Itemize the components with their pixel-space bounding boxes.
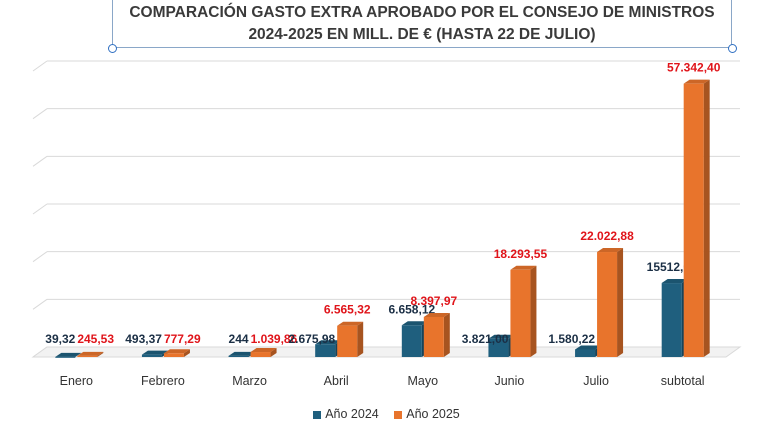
bar-top [597, 248, 624, 253]
gridline-slant [32, 155, 48, 167]
bar-side [357, 321, 364, 357]
bar [510, 269, 531, 357]
legend-item-2024: Año 2024 [313, 407, 379, 421]
gridline-slant [32, 298, 48, 310]
legend-label-2024: Año 2024 [325, 407, 379, 421]
gridline-slant [32, 108, 48, 120]
bar-top [315, 340, 342, 345]
data-label: 6.565,32 [324, 303, 371, 317]
bar [163, 353, 184, 357]
data-label: 245,53 [77, 332, 114, 346]
bar-side [183, 349, 190, 357]
bar-side [270, 348, 277, 357]
data-label: 39,32 [45, 332, 75, 346]
bar [575, 349, 596, 357]
bar-top [337, 321, 364, 326]
resize-handle-right[interactable] [728, 44, 737, 53]
bar [77, 355, 98, 357]
bar-top [401, 321, 428, 326]
bar-chart: Enero 39,32 245,53 Febrero 493,37 777,29 Marzo… [31, 60, 742, 388]
chart-subtitle: 2024-2025 EN MILL. DE € (HASTA 22 DE JUL… [248, 26, 596, 43]
data-label: 6.658,12 [388, 302, 435, 316]
bar [337, 325, 358, 357]
gridline-slant [32, 60, 48, 72]
bar-top [163, 349, 190, 354]
x-tick-label: subtotal [661, 374, 705, 388]
bar-side [617, 248, 624, 357]
data-label: 18.293,55 [494, 247, 548, 261]
data-label: 244 [229, 332, 249, 346]
bar-top [488, 334, 515, 339]
bar [55, 356, 76, 358]
bar-top [423, 312, 450, 317]
bar-top [250, 348, 277, 353]
x-tick-label: Junio [494, 374, 524, 388]
bar-side [530, 265, 537, 357]
bar-side [443, 312, 450, 357]
legend-label-2025: Año 2025 [406, 407, 460, 421]
data-label: 3.821,00 [462, 332, 509, 346]
legend-swatch-2024 [313, 410, 322, 419]
x-tick-label: Julio [583, 374, 609, 388]
bar-side [75, 352, 82, 357]
gridline-slant [32, 251, 48, 263]
bar [661, 283, 682, 357]
bar [488, 338, 509, 357]
chart-title-box[interactable]: COMPARACIÓN GASTO EXTRA APROBADO POR EL … [112, 0, 732, 48]
bar-top [575, 345, 602, 350]
bar-top [141, 350, 168, 355]
bar [423, 316, 444, 357]
bar-top [683, 79, 710, 84]
legend-swatch-2025 [394, 410, 403, 419]
bar [141, 354, 162, 357]
bar-top [510, 265, 537, 270]
legend: Año 2024 Año 2025 [0, 407, 773, 421]
bar-side [703, 79, 710, 357]
bar-top [661, 279, 688, 284]
data-label: 57.342,40 [667, 61, 721, 75]
bar [683, 83, 704, 357]
chart-title: COMPARACIÓN GASTO EXTRA APROBADO POR EL … [129, 4, 715, 21]
bar [401, 325, 422, 357]
data-label: 493,37 [125, 332, 162, 346]
bar-top [77, 351, 104, 356]
data-label: 777,29 [164, 332, 201, 346]
data-label: 22.022,88 [580, 229, 634, 243]
bar-top [228, 351, 255, 356]
bar-top [55, 352, 82, 357]
resize-handle-left[interactable] [108, 44, 117, 53]
x-tick-label: Abril [324, 374, 349, 388]
bar-side [97, 351, 104, 357]
gridline-slant [32, 203, 48, 215]
x-tick-label: Febrero [141, 374, 185, 388]
data-label: 2.675,98 [288, 332, 335, 346]
data-label: 8.397,97 [410, 294, 457, 308]
data-label: 1.039,86 [251, 332, 298, 346]
legend-item-2025: Año 2025 [394, 407, 460, 421]
bar [228, 355, 249, 357]
x-tick-label: Enero [60, 374, 93, 388]
x-tick-label: Mayo [408, 374, 439, 388]
bar [250, 352, 271, 357]
x-tick-label: Marzo [232, 374, 267, 388]
chart-floor [31, 346, 742, 358]
bar [597, 252, 618, 357]
data-label: 1.580,22 [548, 332, 595, 346]
bar [315, 344, 336, 357]
